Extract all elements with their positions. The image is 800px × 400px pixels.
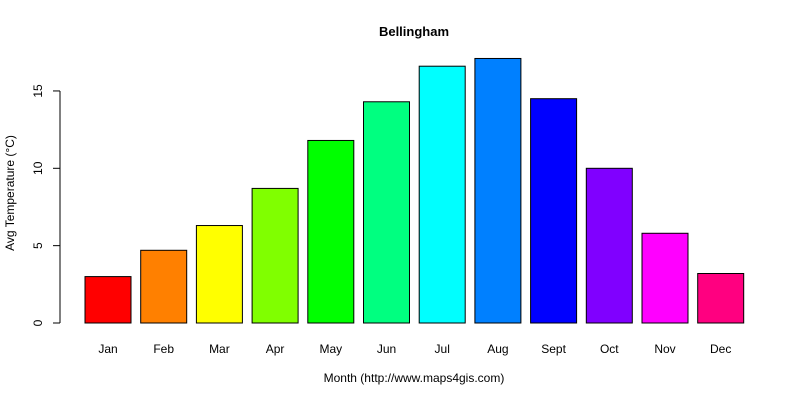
bar-oct [585,167,633,324]
y-tick-label: 5 [31,242,45,249]
bar-nov [641,232,689,324]
bar-jan [84,276,132,324]
bars [84,57,745,324]
bar-dec [697,272,745,324]
x-tick-label: Apr [266,342,285,356]
x-tick-label: Feb [153,342,174,356]
bar-jul [418,65,466,324]
y-tick-label: 15 [31,84,45,98]
bar-apr [251,187,299,324]
y-tick-label: 0 [31,319,45,326]
y-tick-label: 10 [31,161,45,175]
bar-mar [195,225,243,324]
bar-aug [474,57,522,324]
x-axis-title: Month (http://www.maps4gis.com) [324,371,505,385]
x-axis-labels: Jan Feb Mar Apr May Jun Jul Aug Sept Oct Nov Dec [98,342,731,356]
x-tick-label: Sept [541,342,566,356]
x-tick-label: Jan [98,342,117,356]
x-tick-label: Jun [377,342,396,356]
x-tick-label: May [319,342,342,356]
y-axis-title: Avg Temperature (°C) [3,135,17,251]
bar-sept [530,98,578,324]
bar-jun [363,101,410,324]
x-tick-label: Aug [487,342,508,356]
x-tick-label: Mar [209,342,230,356]
y-axis: 0 5 10 15 [31,84,61,326]
x-tick-label: Jul [435,342,450,356]
bar-may [307,139,355,324]
chart-title: Bellingham [379,24,449,39]
x-tick-label: Oct [600,342,619,356]
x-tick-label: Nov [654,342,675,356]
x-tick-label: Dec [710,342,731,356]
bar-feb [140,249,188,324]
